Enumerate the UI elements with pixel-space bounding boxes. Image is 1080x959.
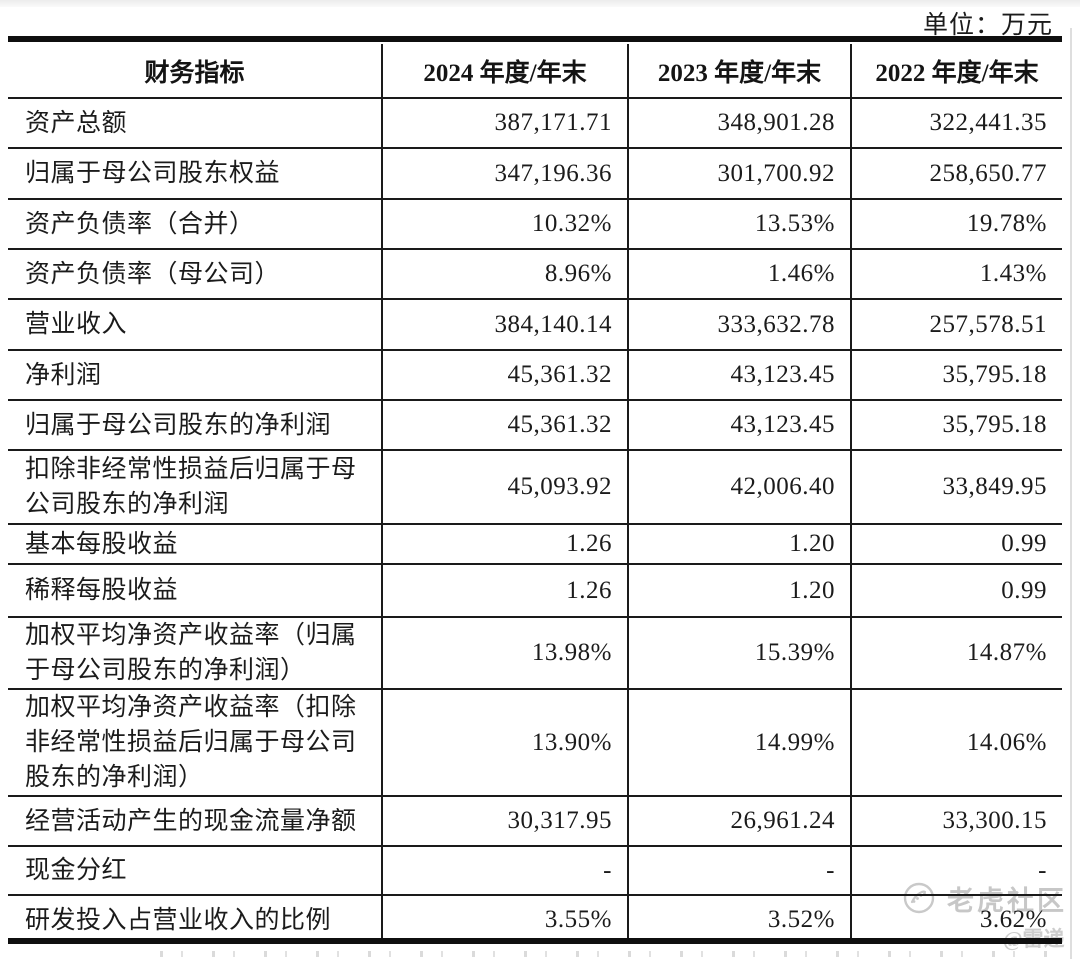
header-cell-2024: 2024 年度/年末: [381, 44, 628, 98]
scan-edge-band: [0, 0, 1080, 7]
row-value-2024: 384,140.14: [381, 299, 628, 350]
row-value-2024: 1.26: [381, 564, 628, 617]
row-label: 研发投入占营业收入的比例: [25, 906, 332, 934]
row-value-2024: 387,171.71: [381, 98, 628, 148]
cropped-next-line-remnant: [160, 951, 1062, 957]
row-value-2022: 1.43%: [850, 249, 1062, 299]
row-value-2022: 258,650.77: [850, 148, 1062, 199]
row-value-2022: 33,300.15: [850, 796, 1062, 846]
table-row: 稀释每股收益 1.26 1.20 0.99: [8, 564, 1062, 617]
row-value-2024: 3.55%: [381, 895, 628, 944]
row-value-2023: 348,901.28: [627, 98, 851, 148]
row-value-2022: 14.87%: [850, 617, 1062, 689]
row-value-2022: 35,795.18: [850, 400, 1062, 450]
row-value-2023: 43,123.45: [627, 350, 851, 400]
row-label: 归属于母公司股东的净利润: [25, 411, 332, 439]
table-row: 营业收入 384,140.14 333,632.78 257,578.51: [8, 299, 1062, 350]
table-row: 资产负债率（合并） 10.32% 13.53% 19.78%: [8, 199, 1062, 249]
table-row: 加权平均净资产收益率（归属 于母公司股东的净利润） 13.98% 15.39% 14.…: [8, 617, 1062, 689]
row-value-2022: 0.99: [850, 564, 1062, 617]
row-value-2024: 13.90%: [381, 689, 628, 796]
row-value-2022: 322,441.35: [850, 98, 1062, 148]
row-label: 资产负债率（母公司）: [25, 260, 281, 288]
row-label: 归属于母公司股东权益: [25, 160, 281, 187]
row-value-2023: 3.52%: [627, 895, 851, 944]
header-cell-2023: 2023 年度/年末: [627, 44, 851, 98]
row-value-2024: 30,317.95: [381, 796, 628, 846]
row-value-2023: 42,006.40: [627, 450, 851, 524]
table-row: 基本每股收益 1.26 1.20 0.99: [8, 524, 1062, 564]
row-value-2024: 347,196.36: [381, 148, 628, 199]
header-row: 财务指标 2024 年度/年末 2023 年度/年末 2022 年度/年末: [8, 44, 1062, 98]
row-label: 加权平均净资产收益率（归属 于母公司股东的净利润）: [25, 622, 357, 684]
row-label: 营业收入: [25, 311, 128, 338]
row-value-2023: 14.99%: [627, 689, 851, 796]
table-row: 现金分红 - - -: [8, 846, 1062, 895]
row-value-2023: 13.53%: [627, 199, 851, 249]
table-bottom-double-rule: [8, 938, 1062, 944]
row-value-2024: 8.96%: [381, 249, 628, 299]
row-value-2022: 33,849.95: [850, 450, 1062, 524]
row-label: 稀释每股收益: [25, 577, 179, 604]
row-value-2024: 45,093.92: [381, 450, 628, 524]
header-cell-2022: 2022 年度/年末: [850, 44, 1062, 98]
row-value-2022: 257,578.51: [850, 299, 1062, 350]
row-value-2022: 0.99: [850, 524, 1062, 564]
row-value-2024: 45,361.32: [381, 350, 628, 400]
table-row: 资产负债率（母公司） 8.96% 1.46% 1.43%: [8, 249, 1062, 299]
table-row: 扣除非经常性损益后归属于母 公司股东的净利润 45,093.92 42,006.40…: [8, 450, 1062, 524]
table-row: 研发投入占营业收入的比例 3.55% 3.52% 3.62%: [8, 895, 1062, 944]
header-cell-indicator: 财务指标: [144, 59, 245, 87]
row-label: 现金分红: [25, 857, 128, 884]
row-value-2022: 3.62%: [850, 895, 1062, 944]
row-label: 经营活动产生的现金流量净额: [25, 807, 357, 835]
row-value-2022: 14.06%: [850, 689, 1062, 796]
row-label: 基本每股收益: [25, 530, 179, 558]
row-value-2023: 43,123.45: [627, 400, 851, 450]
row-value-2023: 1.20: [627, 524, 851, 564]
row-value-2022: -: [850, 846, 1062, 895]
row-value-2024: 1.26: [381, 524, 628, 564]
row-value-2024: 45,361.32: [381, 400, 628, 450]
row-label: 扣除非经常性损益后归属于母 公司股东的净利润: [25, 456, 357, 518]
table-row: 归属于母公司股东权益 347,196.36 301,700.92 258,650.77: [8, 148, 1062, 199]
row-value-2022: 35,795.18: [850, 350, 1062, 400]
row-value-2024: -: [381, 846, 628, 895]
row-value-2023: 15.39%: [627, 617, 851, 689]
page-edge-line: [1070, 28, 1072, 959]
table-top-double-rule: [8, 36, 1062, 42]
table-row: 资产总额 387,171.71 348,901.28 322,441.35: [8, 98, 1062, 148]
row-value-2023: 1.20: [627, 564, 851, 617]
financial-indicators-table: 财务指标 2024 年度/年末 2023 年度/年末 2022 年度/年末 资产…: [8, 44, 1062, 944]
row-label: 资产负债率（合并）: [25, 210, 255, 238]
row-value-2024: 10.32%: [381, 199, 628, 249]
row-value-2023: 333,632.78: [627, 299, 851, 350]
table-row: 净利润 45,361.32 43,123.45 35,795.18: [8, 350, 1062, 400]
row-label: 资产总额: [25, 109, 128, 137]
table-row: 经营活动产生的现金流量净额 30,317.95 26,961.24 33,300.15: [8, 796, 1062, 846]
row-label: 加权平均净资产收益率（扣除 非经常性损益后归属于母公司 股东的净利润）: [25, 694, 357, 791]
row-value-2023: 1.46%: [627, 249, 851, 299]
row-value-2023: 301,700.92: [627, 148, 851, 199]
row-value-2024: 13.98%: [381, 617, 628, 689]
row-value-2022: 19.78%: [850, 199, 1062, 249]
row-label: 净利润: [25, 361, 102, 389]
row-value-2023: 26,961.24: [627, 796, 851, 846]
table-row: 归属于母公司股东的净利润 45,361.32 43,123.45 35,795.18: [8, 400, 1062, 450]
row-value-2023: -: [627, 846, 851, 895]
table-row: 加权平均净资产收益率（扣除 非经常性损益后归属于母公司 股东的净利润） 13.90…: [8, 689, 1062, 796]
unit-label: 单位：万元: [922, 12, 1053, 39]
